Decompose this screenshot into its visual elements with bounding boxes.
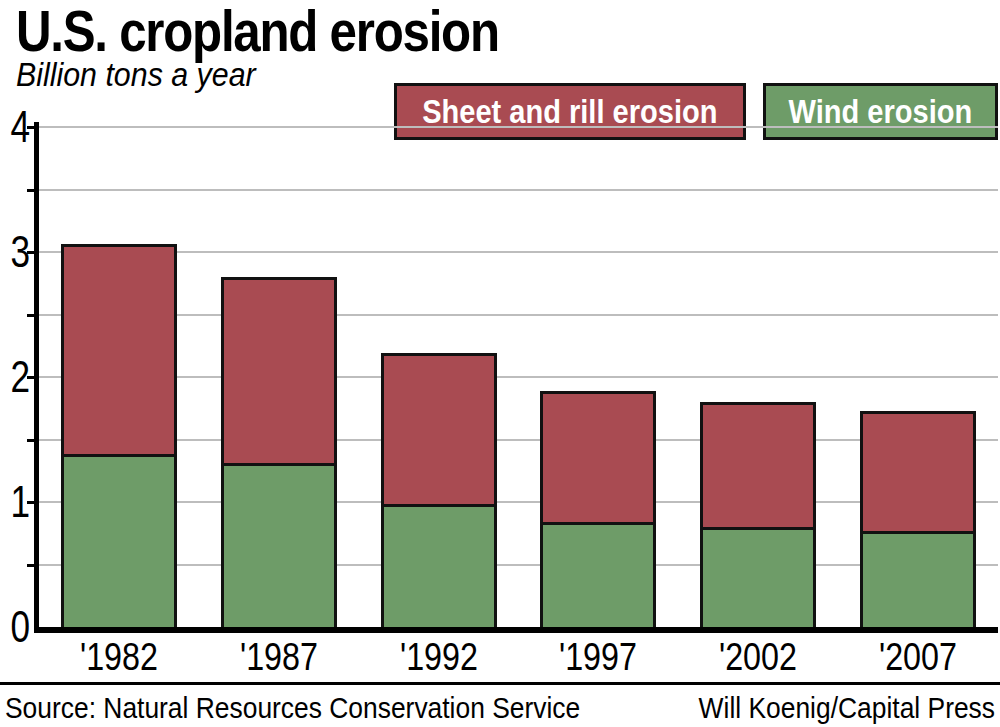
bar-2002 [700,402,816,627]
bar-segment-sheet-rill-1997 [540,391,656,522]
legend-sheet-rill-label: Sheet and rill erosion [422,93,717,131]
bar-segment-sheet-rill-2007 [860,411,976,531]
y-axis-label-4: 4 [6,105,30,149]
y-axis-label-0: 0 [6,605,30,649]
bar-1992 [381,353,497,627]
bar-segment-wind-1987 [221,463,337,627]
infographic-cropland-erosion: U.S. cropland erosion Billion tons a yea… [0,0,1000,727]
source-credit: Source: Natural Resources Conservation S… [5,691,580,724]
bar-segment-sheet-rill-2002 [700,402,816,527]
bar-1987 [221,277,337,627]
y-tick-1.5 [27,439,35,442]
gridline-1.5 [39,439,998,441]
bar-2007 [860,411,976,627]
bar-segment-sheet-rill-1992 [381,353,497,504]
plot-area [39,127,998,627]
gridline-1 [39,501,998,503]
y-axis-label-3: 3 [6,230,30,274]
bar-segment-wind-2007 [860,531,976,627]
gridline-2 [39,376,998,378]
y-tick-2.5 [27,314,35,317]
x-axis-label-1982: '1982 [51,637,187,677]
bar-segment-wind-1992 [381,504,497,627]
bar-1982 [61,244,177,627]
chart-units-subtitle: Billion tons a year [16,58,256,91]
x-axis-line [34,627,998,633]
gridline-4 [39,126,998,128]
gridline-2.5 [39,314,998,316]
x-axis-label-2002: '2002 [690,637,826,677]
y-tick-0.5 [27,564,35,567]
bar-segment-wind-1997 [540,522,656,627]
gridline-0.5 [39,564,998,566]
bar-segment-wind-2002 [700,527,816,627]
x-axis-label-1997: '1997 [530,637,666,677]
bar-segment-wind-1982 [61,454,177,627]
author-credit: Will Koenig/Capital Press [566,691,995,724]
x-axis-label-2007: '2007 [850,637,986,677]
x-axis-label-1987: '1987 [211,637,347,677]
bar-segment-sheet-rill-1987 [221,277,337,463]
y-tick-3.5 [27,189,35,192]
gridline-3.5 [39,189,998,191]
legend-wind-label: Wind erosion [789,93,973,131]
y-axis-label-2: 2 [6,355,30,399]
bar-segment-sheet-rill-1982 [61,244,177,454]
y-axis-label-1: 1 [6,480,30,524]
gridline-3 [39,251,998,253]
page-title: U.S. cropland erosion [16,2,499,60]
footer-divider [0,682,1000,685]
x-axis-label-1992: '1992 [371,637,507,677]
bar-1997 [540,391,656,627]
